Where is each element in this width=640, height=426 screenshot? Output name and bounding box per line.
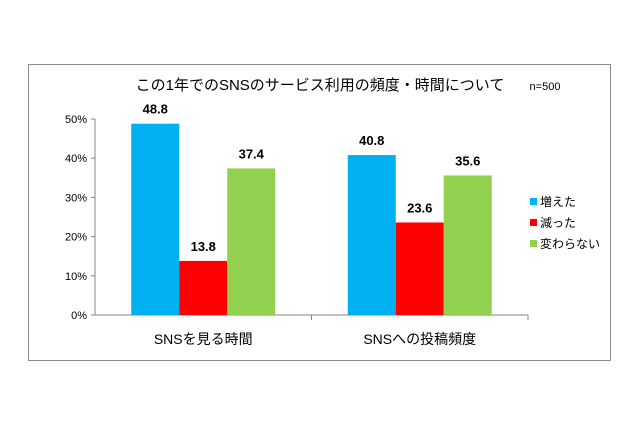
chart-title: この1年でのSNSのサービス利用の頻度・時間について [136,77,505,94]
bar [179,260,228,315]
y-tick-label: 40% [65,153,87,165]
bar [131,123,180,315]
legend-label: 増えた [540,195,576,209]
bar [227,168,276,315]
legend-label: 変わらない [540,236,600,251]
y-tick-label: 30% [65,192,87,204]
legend-swatch [530,219,537,226]
chart-frame [28,64,611,361]
sample-size-annotation: n=500 [530,81,561,93]
bar [395,222,444,315]
x-category-label: SNSを見る時間 [154,331,253,347]
data-label: 48.8 [143,102,168,117]
x-category-label: SNSへの投稿頻度 [363,331,476,347]
y-tick-label: 50% [65,114,87,126]
data-label: 40.8 [359,133,384,148]
bar [347,155,396,315]
legend-swatch [530,240,537,247]
data-label: 35.6 [455,153,480,168]
y-tick-label: 20% [65,232,87,244]
y-tick-label: 0% [71,310,87,322]
legend-swatch [530,198,537,205]
legend-label: 減った [540,215,576,230]
data-label: 23.6 [407,200,432,215]
data-label: 37.4 [239,146,265,161]
data-label: 13.8 [191,239,216,254]
bar [443,175,492,315]
y-tick-label: 10% [65,271,87,283]
